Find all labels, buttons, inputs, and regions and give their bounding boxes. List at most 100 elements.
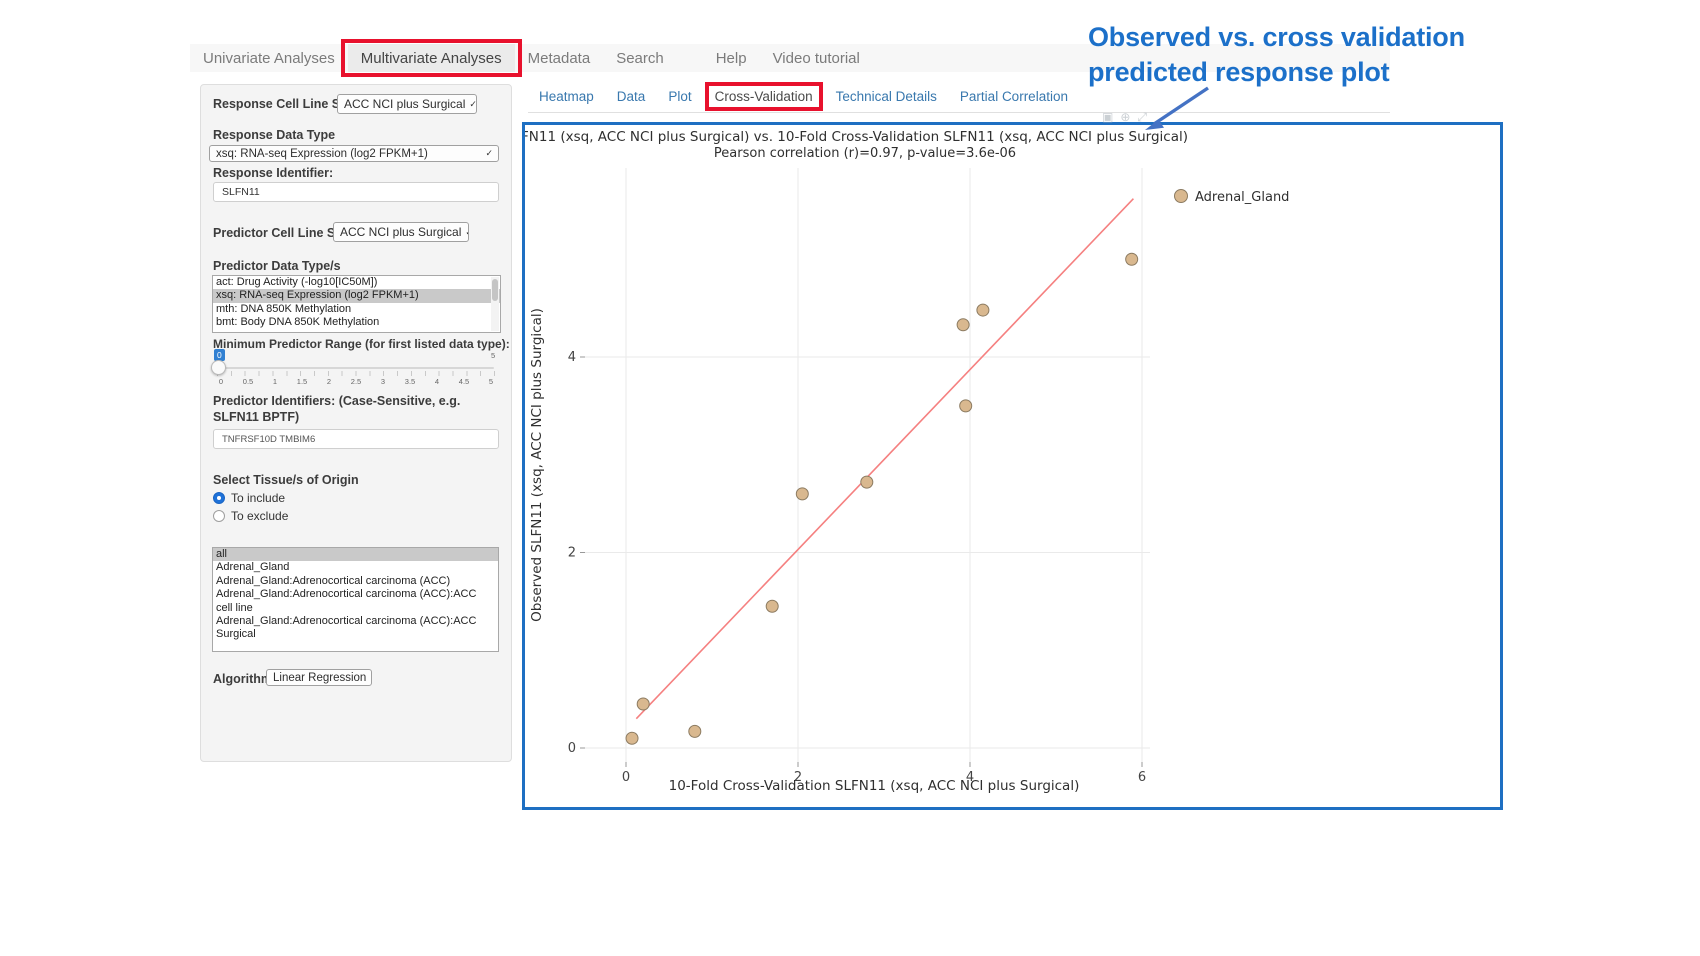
predictor-cell-line-set-label: Predictor Cell Line Set [213,226,347,240]
annotation-line1: Observed vs. cross validation [1088,22,1465,52]
data-point[interactable] [1125,252,1139,266]
predictor-data-type-option[interactable]: xsq: RNA-seq Expression (log2 FPKM+1) [213,289,500,303]
tissue-radio-to-include[interactable]: To include [213,491,285,505]
x-axis-title: 10-Fold Cross-Validation SLFN11 (xsq, AC… [669,778,1080,794]
response-data-type-label: Response Data Type [213,128,336,142]
x-tick-label: 0 [622,770,630,785]
slider-tick-label: 3.5 [404,377,416,386]
data-point[interactable] [795,487,809,501]
x-tick-label: 2 [794,770,802,785]
tabs-divider [528,112,1390,113]
predictor-identifiers-value: TNFRSF10D TMBIM6 [222,433,316,445]
tissue-option[interactable]: all [213,548,498,562]
legend-label[interactable]: Adrenal_Gland [1195,190,1289,205]
legend-marker[interactable] [1174,189,1188,203]
autoscale-icon[interactable]: ⤢ [1137,110,1148,124]
radio-label: To exclude [231,509,289,523]
response-cell-line-set-select[interactable]: ACC NCI plus Surgical ✓︎ [337,94,477,114]
radio-button-icon[interactable] [213,492,225,504]
zoom-icon[interactable]: ⊕ [1120,110,1131,124]
response-identifier-input[interactable]: SLFN11 [213,182,499,202]
slider-tick-label: 3 [380,377,386,386]
tab-plot[interactable]: Plot [668,89,692,104]
y-axis-title: Observed SLFN11 (xsq, ACC NCI plus Surgi… [529,308,545,622]
chart-title: FN11 (xsq, ACC NCI plus Surgical) vs. 10… [525,129,1188,145]
nav-item-help[interactable]: Help [715,49,747,67]
slider-tick-label: 4 [434,377,440,386]
nav-item-univariate-analyses[interactable]: Univariate Analyses [203,49,335,67]
tab-cross-validation[interactable]: Cross-Validation [704,82,823,111]
tissue-option[interactable]: Adrenal_Gland:Adrenocortical carcinoma (… [216,588,477,614]
data-point[interactable] [688,724,702,738]
predictor-identifiers-input[interactable]: TNFRSF10D TMBIM6 [213,429,499,449]
annotation-arrow [1145,86,1209,130]
predictor-identifiers-label: Predictor Identifiers: (Case-Sensitive, … [213,394,461,424]
radio-button-icon[interactable] [213,510,225,522]
slider-tick-label: 5 [488,377,494,386]
response-data-type-select[interactable]: xsq: RNA-seq Expression (log2 FPKM+1) ✓︎ [209,145,499,162]
tissue-option[interactable]: Adrenal_Gland:Adrenocortical carcinoma (… [216,574,451,587]
predictor-data-type-option[interactable]: mth: DNA 850K Methylation [216,302,352,315]
data-point[interactable] [765,599,779,613]
tab-partial-correlation[interactable]: Partial Correlation [959,89,1068,104]
y-tick-label: 0 [568,741,576,756]
response-identifier-value: SLFN11 [222,186,260,198]
red-highlight-box [340,39,522,77]
data-point[interactable] [959,399,973,413]
tab-technical-details[interactable]: Technical Details [835,89,937,104]
x-tick-label: 4 [966,770,974,785]
slider-track[interactable] [217,367,494,369]
nav-item-metadata[interactable]: Metadata [527,49,591,67]
response-identifier-label: Response Identifier: [213,166,334,180]
slider-tick-label: 0 [218,377,224,386]
nav-item-video-tutorial[interactable]: Video tutorial [772,49,860,67]
scrollbar[interactable] [491,277,499,331]
predictor-data-types-label: Predictor Data Type/s [213,259,341,273]
predictor-data-type-option[interactable]: act: Drug Activity (-log10[IC50M]) [216,276,378,288]
slider-handle[interactable] [211,360,226,375]
slider-tick-label: 0.5 [242,377,254,386]
annotation-line2: predicted response plot [1088,57,1390,87]
predictor-data-type-option[interactable]: bmt: Body DNA 850K Methylation [216,316,380,329]
algorithm-value: Linear Regression [273,671,367,684]
min-predictor-range-label: Minimum Predictor Range (for first liste… [213,337,510,351]
data-point[interactable] [860,475,874,489]
tab-heatmap[interactable]: Heatmap [539,89,594,104]
algorithm-label: Algorithm [213,672,273,686]
tab-data[interactable]: Data [616,89,646,104]
predictor-data-types-listbox[interactable]: act: Drug Activity (-log10[IC50M]) xsq: R… [212,275,501,333]
data-point[interactable] [976,303,990,317]
slider-value-tooltip: 0 [214,349,225,361]
regression-line [635,198,1134,720]
camera-icon[interactable]: ▣ [1102,110,1114,124]
nav-item-multivariate-analyses[interactable]: Multivariate Analyses [340,39,522,77]
slider-max-label: 5 [491,351,496,360]
algorithm-select[interactable]: Linear Regression ✓︎ [266,669,372,686]
response-cell-line-set-label: Response Cell Line Set [213,97,352,111]
chevron-down-icon: ✓︎ [370,672,371,683]
slider-tick-labels: 0 0.5 1 1.5 2 2.5 3 3.5 4 4.5 5 [211,377,501,386]
tissue-option[interactable]: Adrenal_Gland [216,561,290,574]
cross-validation-plot-container: 0 2 4 6 0 2 4 Adrenal_Gland FN11 (xsq, ACC NCI p… [522,122,1503,810]
scatter-chart: 0 2 4 6 0 2 4 Adrenal_Gland FN11 (xsq, ACC NCI p… [525,129,1289,794]
data-point[interactable] [636,697,650,711]
y-tick-label: 4 [568,350,576,365]
tissue-listbox[interactable]: all Adrenal_Gland Adrenal_Gland:Adrenocort… [212,547,499,652]
data-point[interactable] [956,318,970,332]
tissue-radio-to-exclude[interactable]: To exclude [213,509,288,523]
predictor-cell-line-set-select[interactable]: ACC NCI plus Surgical ✓︎ [333,222,469,242]
result-tabs: Heatmap Data Plot Cross-Validation Technical… [539,82,1068,111]
x-tick-label: 6 [1138,770,1146,785]
chevron-down-icon: ✓︎ [465,227,468,238]
nav-item-search[interactable]: Search [616,49,664,67]
data-point[interactable] [625,731,639,745]
response-data-type-value: xsq: RNA-seq Expression (log2 FPKM+1) [216,147,428,160]
radio-label: To include [231,491,286,505]
slider-tick-label: 2 [326,377,332,386]
tissue-option[interactable]: Adrenal_Gland:Adrenocortical carcinoma (… [216,615,477,641]
chart-subtitle: Pearson correlation (r)=0.97, p-value=3.… [714,146,1016,161]
slider-tick-label: 1.5 [296,377,308,386]
y-tick-label: 2 [568,546,576,561]
slider-tick-marks [217,371,495,376]
